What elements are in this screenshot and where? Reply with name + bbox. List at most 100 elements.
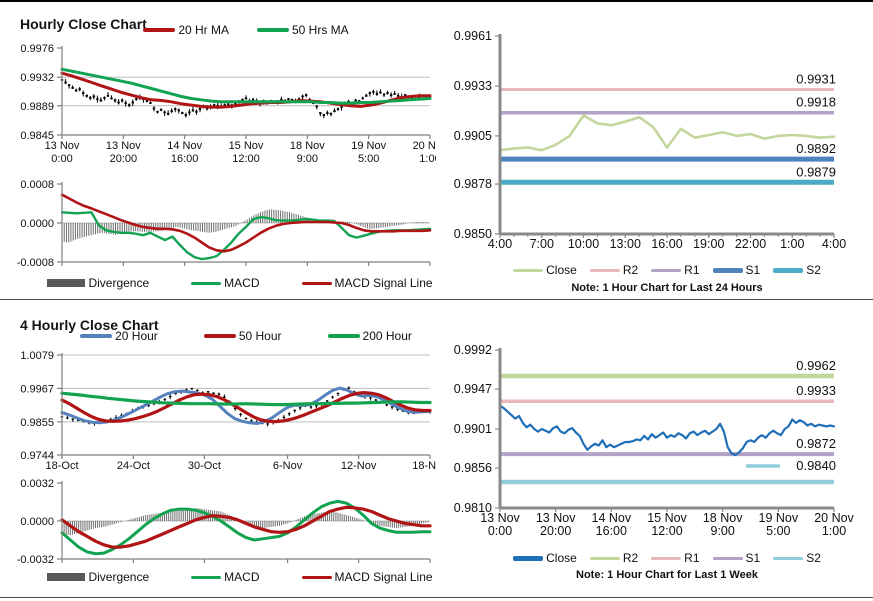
- svg-text:0:00: 0:00: [488, 524, 512, 538]
- weekly-pivot-legend-label-3: S1: [745, 551, 761, 565]
- svg-text:9:00: 9:00: [297, 153, 318, 165]
- hourly-macd-legend-label-1: MACD: [224, 276, 260, 290]
- weekly-pivot-legend-swatch-3: [712, 556, 743, 560]
- svg-text:13 Nov: 13 Nov: [536, 511, 576, 525]
- four-hourly-price-legend-swatch-0: [80, 334, 113, 338]
- weekly-pivot-legend-item-1: R2: [589, 551, 638, 565]
- four-hourly-macd-legend: Divergence MACD MACD Signal Line: [47, 570, 433, 584]
- svg-text:12-Nov: 12-Nov: [341, 460, 377, 472]
- hourly-pivot-legend-item-3: S1: [712, 263, 760, 277]
- hourly-pivot-legend-swatch-0: [513, 268, 544, 272]
- svg-text:0.0032: 0.0032: [20, 478, 54, 490]
- svg-text:20:00: 20:00: [540, 524, 571, 538]
- svg-text:0.9932: 0.9932: [20, 72, 54, 84]
- svg-text:20:00: 20:00: [110, 153, 138, 165]
- svg-text:0.9840: 0.9840: [796, 458, 836, 473]
- four-hourly-price-legend-item-2: 200 Hour: [327, 329, 412, 343]
- hourly-pivot-legend-item-2: R1: [651, 263, 700, 277]
- four-hourly-price-legend-label-1: 50 Hour: [238, 329, 282, 343]
- weekly-pivot-legend-swatch-0: [513, 555, 544, 561]
- svg-text:0.9850: 0.9850: [454, 227, 492, 241]
- svg-text:0.9744: 0.9744: [20, 450, 54, 462]
- svg-text:0.0008: 0.0008: [20, 179, 54, 191]
- svg-text:7:00: 7:00: [530, 237, 554, 251]
- svg-text:12:00: 12:00: [232, 153, 260, 165]
- svg-text:-0.0032: -0.0032: [17, 554, 54, 566]
- hourly-macd-legend-swatch-2: [301, 281, 332, 285]
- svg-text:0.9918: 0.9918: [796, 95, 836, 110]
- svg-text:13 Nov: 13 Nov: [45, 140, 80, 152]
- svg-text:0.9878: 0.9878: [454, 177, 492, 191]
- weekly-pivot-legend-item-0: Close: [513, 551, 577, 565]
- hourly-price-legend-label-0: 20 Hr MA: [178, 23, 229, 37]
- hourly-price-legend: 20 Hr MA 50 Hrs MA: [62, 23, 430, 37]
- hourly-pivot-legend-swatch-3: [712, 267, 743, 273]
- svg-text:0.9901: 0.9901: [454, 422, 492, 436]
- svg-text:15 Nov: 15 Nov: [647, 511, 687, 525]
- svg-text:13:00: 13:00: [610, 237, 641, 251]
- four-hourly-price-legend-label-2: 200 Hour: [362, 329, 412, 343]
- weekly-pivot-legend-label-4: S2: [806, 551, 821, 565]
- four-hourly-price-legend-item-1: 50 Hour: [203, 329, 282, 343]
- svg-text:14 Nov: 14 Nov: [167, 140, 202, 152]
- weekly-pivot-note: Note: 1 Hour Chart for Last 1 Week: [576, 569, 758, 581]
- svg-text:0.9967: 0.9967: [20, 383, 54, 395]
- svg-text:10:00: 10:00: [568, 237, 599, 251]
- svg-text:0.9810: 0.9810: [454, 501, 492, 515]
- hourly-pivot-legend-swatch-4: [773, 267, 804, 273]
- svg-text:19 Nov: 19 Nov: [351, 140, 386, 152]
- weekly-pivot-legend-swatch-4: [773, 556, 804, 560]
- four-hourly-macd-legend-item-2: MACD Signal Line: [301, 570, 433, 584]
- svg-text:0.9889: 0.9889: [20, 101, 54, 113]
- svg-text:15 Nov: 15 Nov: [229, 140, 264, 152]
- svg-text:1:00: 1:00: [419, 153, 436, 165]
- svg-text:14 Nov: 14 Nov: [592, 511, 632, 525]
- four-hourly-macd-legend-label-1: MACD: [224, 570, 260, 584]
- hourly-macd-legend-item-2: MACD Signal Line: [301, 276, 433, 290]
- hourly-pivot-legend-label-1: R2: [622, 263, 639, 277]
- hourly-macd-legend-item-1: MACD: [191, 276, 260, 290]
- svg-text:0:00: 0:00: [51, 153, 72, 165]
- hourly-pivot-legend-label-4: S2: [806, 263, 821, 277]
- hourly-macd-chart: 0.0008 0.0000 -0.0008: [17, 179, 432, 269]
- svg-text:30-Oct: 30-Oct: [188, 460, 221, 472]
- svg-text:18-Nov: 18-Nov: [412, 460, 436, 472]
- hourly-pivot-legend-item-0: Close: [513, 263, 577, 277]
- four-hourly-macd-legend-swatch-2: [301, 575, 332, 579]
- svg-text:0.9947: 0.9947: [454, 382, 492, 396]
- svg-text:0.0000: 0.0000: [20, 516, 54, 528]
- svg-text:0.9855: 0.9855: [20, 417, 54, 429]
- four-hourly-macd-legend-item-0: Divergence: [47, 570, 149, 584]
- four-hourly-close-chart-title: 4 Hourly Close Chart: [20, 316, 159, 333]
- svg-text:24-Oct: 24-Oct: [117, 460, 150, 472]
- svg-text:-0.0008: -0.0008: [17, 257, 54, 269]
- hourly-close-chart-title: Hourly Close Chart: [20, 15, 147, 32]
- svg-text:0.9905: 0.9905: [454, 129, 492, 143]
- hourly-macd-legend-label-0: Divergence: [88, 276, 150, 290]
- four-hourly-macd-legend-swatch-1: [191, 575, 222, 579]
- weekly-pivot-legend-swatch-1: [589, 556, 620, 560]
- four-hourly-macd-legend-label-2: MACD Signal Line: [334, 570, 433, 584]
- top-divider: [0, 0, 873, 2]
- weekly-pivot-legend-item-3: S1: [712, 551, 761, 565]
- hourly-macd-legend-item-0: Divergence: [47, 276, 149, 290]
- hourly-macd-legend-label-2: MACD Signal Line: [334, 276, 433, 290]
- svg-text:1:00: 1:00: [780, 237, 804, 251]
- four-hourly-price-legend-swatch-2: [327, 334, 360, 338]
- hourly-macd-legend-swatch-0: [47, 279, 86, 287]
- svg-text:0.9872: 0.9872: [796, 436, 836, 451]
- weekly-pivot-legend: Close R2 R1 S1 S2: [500, 551, 834, 565]
- svg-text:1.0079: 1.0079: [20, 350, 54, 362]
- weekly-pivot-legend-item-2: R1: [651, 551, 700, 565]
- hourly-price-legend-swatch-0: [143, 28, 176, 32]
- svg-text:0.0000: 0.0000: [20, 218, 54, 230]
- svg-text:20 Nov: 20 Nov: [413, 140, 436, 152]
- svg-text:18-Oct: 18-Oct: [45, 460, 78, 472]
- hourly-pivot-legend-label-2: R1: [684, 263, 700, 277]
- svg-text:0.9892: 0.9892: [796, 141, 836, 156]
- svg-text:5:00: 5:00: [358, 153, 379, 165]
- svg-text:13 Nov: 13 Nov: [106, 140, 141, 152]
